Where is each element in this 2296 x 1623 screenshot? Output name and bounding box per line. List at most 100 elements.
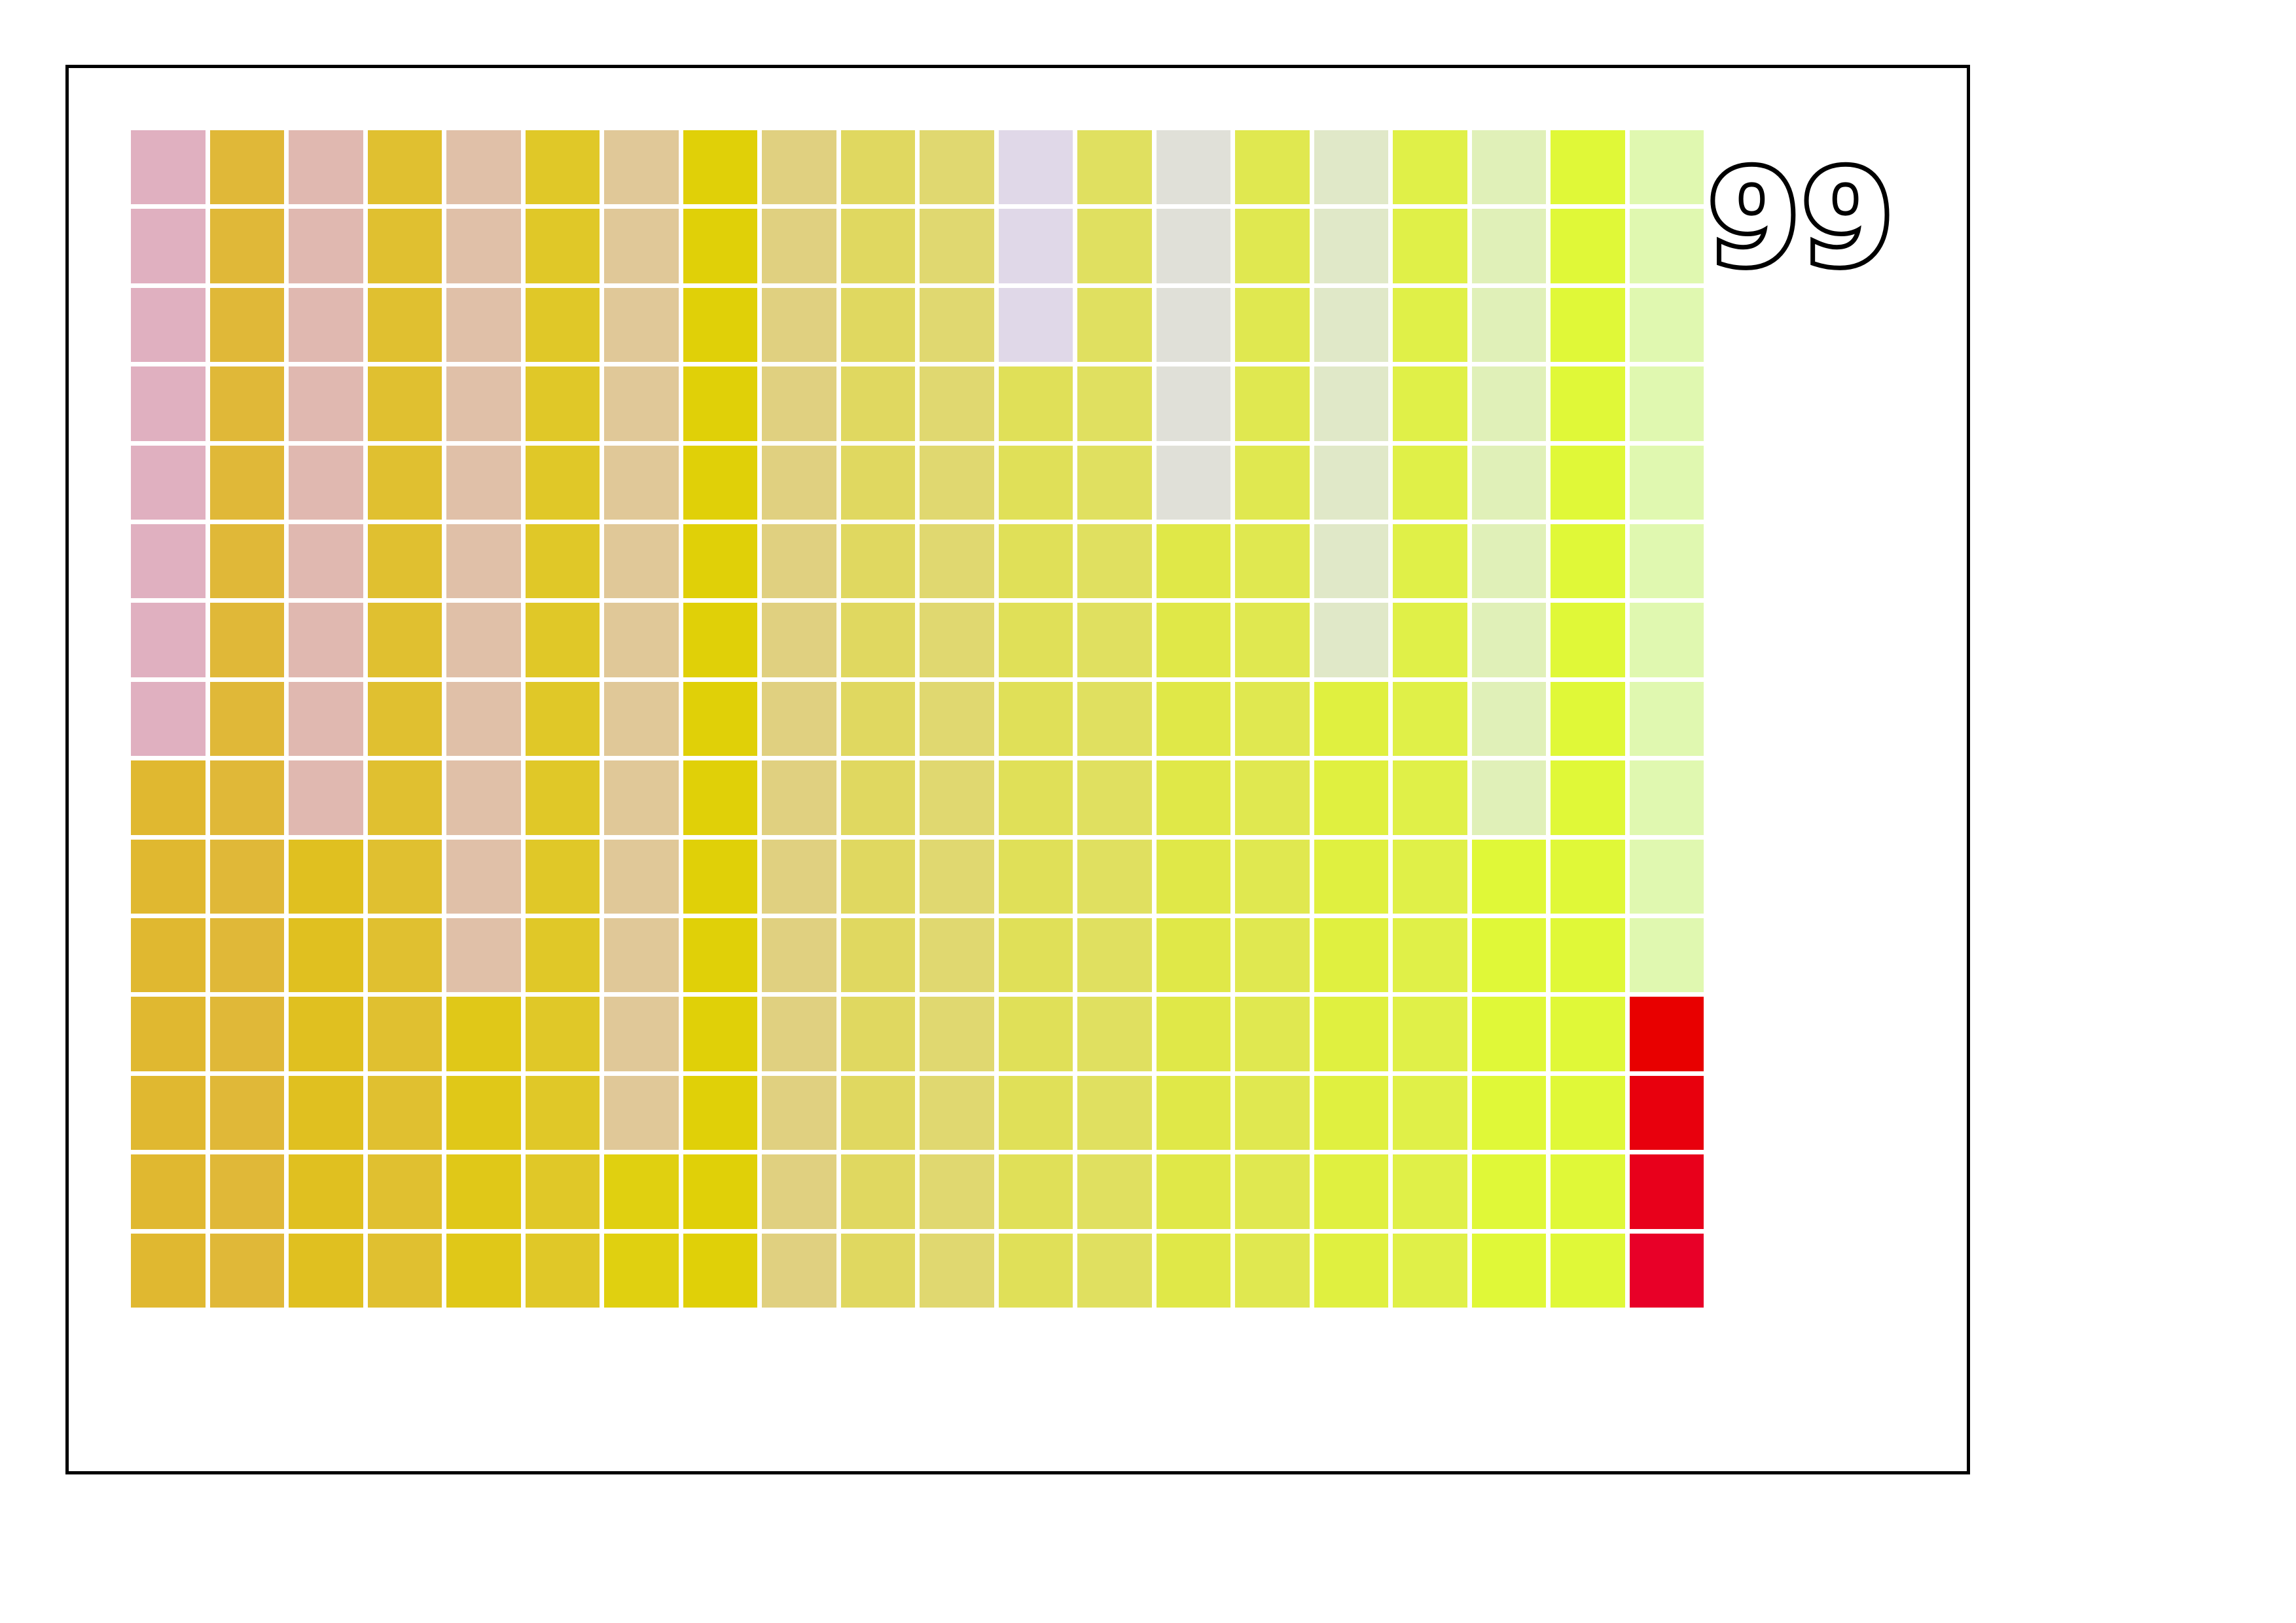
grid-cell[interactable] [1314, 366, 1388, 441]
grid-cell[interactable] [1235, 760, 1310, 835]
grid-cell[interactable] [998, 918, 1073, 993]
grid-cell[interactable] [762, 366, 836, 441]
grid-cell[interactable] [1235, 524, 1310, 599]
grid-cell[interactable] [1077, 681, 1152, 757]
grid-cell[interactable] [525, 524, 600, 599]
grid-cell[interactable] [131, 524, 206, 599]
grid-cell[interactable] [367, 1233, 442, 1308]
grid-cell[interactable] [446, 209, 521, 283]
grid-cell[interactable] [1471, 366, 1546, 441]
grid-cell[interactable] [1235, 1154, 1310, 1229]
grid-cell[interactable] [920, 681, 994, 757]
grid-cell[interactable] [604, 445, 679, 520]
grid-cell[interactable] [209, 1233, 284, 1308]
grid-cell[interactable] [1235, 445, 1310, 520]
grid-cell[interactable] [1471, 1075, 1546, 1150]
grid-cell[interactable] [131, 997, 206, 1071]
grid-cell[interactable] [525, 287, 600, 363]
grid-cell[interactable] [840, 681, 915, 757]
grid-cell[interactable] [289, 445, 363, 520]
grid-cell[interactable] [131, 130, 206, 205]
grid-cell[interactable] [683, 524, 757, 599]
grid-cell[interactable] [1393, 1233, 1467, 1308]
grid-cell[interactable] [1551, 1233, 1625, 1308]
grid-cell[interactable] [525, 366, 600, 441]
grid-cell[interactable] [998, 209, 1073, 283]
grid-cell[interactable] [289, 287, 363, 363]
grid-cell[interactable] [367, 918, 442, 993]
grid-cell[interactable] [1471, 760, 1546, 835]
grid-cell[interactable] [1314, 287, 1388, 363]
grid-cell[interactable] [604, 524, 679, 599]
grid-cell[interactable] [998, 603, 1073, 677]
grid-cell[interactable] [1551, 681, 1625, 757]
grid-cell[interactable] [1077, 1154, 1152, 1229]
grid-cell[interactable] [604, 681, 679, 757]
grid-cell[interactable] [840, 366, 915, 441]
grid-cell[interactable] [525, 1233, 600, 1308]
grid-cell[interactable] [998, 760, 1073, 835]
grid-cell[interactable] [1629, 209, 1704, 283]
grid-cell[interactable] [446, 130, 521, 205]
grid-cell[interactable] [1551, 918, 1625, 993]
grid-cell[interactable] [209, 760, 284, 835]
grid-cell[interactable] [209, 997, 284, 1071]
grid-cell[interactable] [840, 1233, 915, 1308]
grid-cell[interactable] [446, 839, 521, 914]
grid-cell[interactable] [1156, 366, 1230, 441]
grid-cell[interactable] [840, 1154, 915, 1229]
grid-cell[interactable] [209, 603, 284, 677]
grid-cell[interactable] [1551, 997, 1625, 1071]
grid-cell[interactable] [1629, 1154, 1704, 1229]
grid-cell[interactable] [209, 1075, 284, 1150]
grid-cell[interactable] [209, 445, 284, 520]
grid-cell[interactable] [525, 603, 600, 677]
grid-cell[interactable] [1314, 209, 1388, 283]
grid-cell[interactable] [920, 287, 994, 363]
grid-cell[interactable] [1551, 524, 1625, 599]
grid-cell[interactable] [1393, 839, 1467, 914]
grid-cell[interactable] [289, 997, 363, 1071]
grid-cell[interactable] [289, 1075, 363, 1150]
grid-cell[interactable] [998, 445, 1073, 520]
grid-cell[interactable] [920, 1075, 994, 1150]
grid-cell[interactable] [762, 997, 836, 1071]
grid-cell[interactable] [1077, 1075, 1152, 1150]
grid-cell[interactable] [1077, 1233, 1152, 1308]
grid-cell[interactable] [604, 130, 679, 205]
grid-cell[interactable] [446, 918, 521, 993]
grid-cell[interactable] [525, 445, 600, 520]
grid-cell[interactable] [446, 1075, 521, 1150]
grid-cell[interactable] [1629, 997, 1704, 1071]
grid-cell[interactable] [525, 760, 600, 835]
grid-cell[interactable] [446, 445, 521, 520]
grid-cell[interactable] [367, 209, 442, 283]
grid-cell[interactable] [1471, 918, 1546, 993]
grid-cell[interactable] [683, 997, 757, 1071]
grid-cell[interactable] [683, 918, 757, 993]
grid-cell[interactable] [683, 130, 757, 205]
grid-cell[interactable] [1156, 287, 1230, 363]
grid-cell[interactable] [367, 524, 442, 599]
grid-cell[interactable] [762, 524, 836, 599]
grid-cell[interactable] [289, 1154, 363, 1229]
grid-cell[interactable] [1156, 1154, 1230, 1229]
grid-cell[interactable] [604, 1233, 679, 1308]
grid-cell[interactable] [1393, 445, 1467, 520]
grid-cell[interactable] [367, 839, 442, 914]
grid-cell[interactable] [1235, 366, 1310, 441]
grid-cell[interactable] [920, 603, 994, 677]
grid-cell[interactable] [604, 603, 679, 677]
grid-cell[interactable] [1393, 366, 1467, 441]
grid-cell[interactable] [1551, 130, 1625, 205]
grid-cell[interactable] [446, 287, 521, 363]
grid-cell[interactable] [1629, 524, 1704, 599]
grid-cell[interactable] [446, 366, 521, 441]
grid-cell[interactable] [1629, 839, 1704, 914]
grid-cell[interactable] [525, 130, 600, 205]
grid-cell[interactable] [367, 1075, 442, 1150]
grid-cell[interactable] [1551, 760, 1625, 835]
grid-cell[interactable] [998, 839, 1073, 914]
grid-cell[interactable] [840, 760, 915, 835]
grid-cell[interactable] [131, 445, 206, 520]
